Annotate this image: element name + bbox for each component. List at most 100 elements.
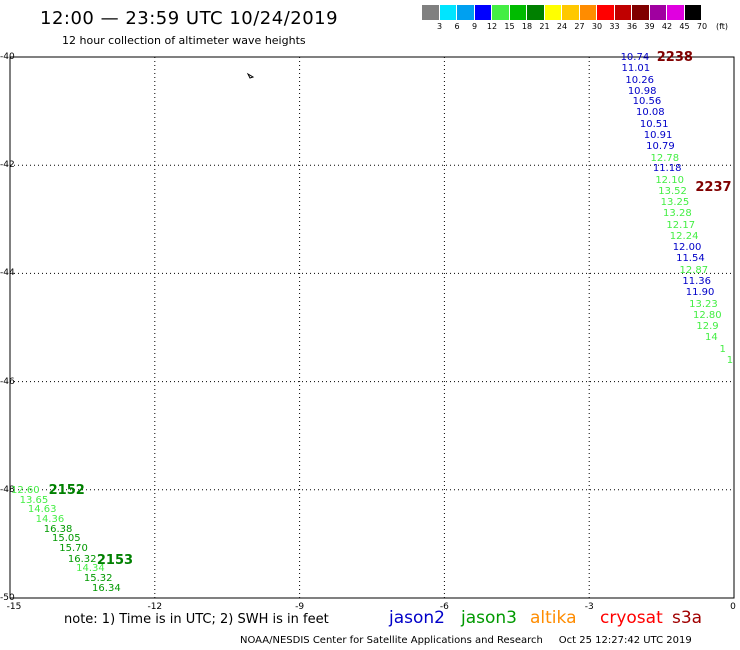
legend-label-21: 21 [539, 22, 550, 31]
wave-height-label: 12.24 [669, 231, 699, 243]
x-tick-label: -9 [295, 602, 305, 612]
footer-timestamp: Oct 25 12:27:42 UTC 2019 [558, 635, 692, 646]
legend-label-45: 45 [679, 22, 690, 31]
x-tick-label: -15 [6, 602, 22, 612]
wave-height-label: 12.9 [696, 320, 719, 332]
wave-height-label: 15.70 [59, 543, 88, 555]
wave-height-label: 10.79 [646, 141, 675, 153]
legend-swatch-30 [579, 5, 597, 20]
wave-height-label: 12.17 [666, 219, 696, 231]
y-tick-label: -46 [0, 376, 15, 387]
legend-swatch-15 [492, 5, 510, 20]
legend-swatch-36 [614, 5, 632, 20]
pass-time-label: 2153 [96, 553, 134, 569]
legend-swatch-21 [527, 5, 545, 20]
wave-height-label: 14.63 [27, 504, 57, 516]
wave-height-label: 1 [726, 354, 734, 366]
legend-label-15: 15 [504, 22, 515, 31]
legend-swatch-12 [474, 5, 492, 20]
wave-height-label: 12.87 [679, 264, 709, 276]
wave-height-label: 12.78 [650, 152, 680, 164]
y-tick-label: -50 [0, 593, 15, 603]
wave-height-label: 11.01 [621, 62, 651, 74]
wave-height-label: 13.65 [19, 494, 49, 506]
wave-height-label: 13.25 [660, 196, 690, 208]
satellite-altika: altika [530, 608, 577, 628]
y-tick-label: -48 [0, 484, 15, 495]
wave-height-label: 11.90 [685, 287, 715, 299]
satellite-jason3: jason3 [461, 608, 517, 628]
x-tick-label: -6 [439, 602, 449, 612]
legend-swatch-70 [684, 5, 702, 20]
wave-height-label: 16.32 [67, 553, 97, 565]
legend-swatch-6 [439, 5, 457, 20]
wave-height-label: 10.91 [643, 129, 673, 141]
wave-height-label: 12.10 [655, 174, 684, 186]
wave-height-label: 15.32 [83, 572, 113, 584]
wave-height-label: 10.51 [639, 119, 669, 131]
wave-height-label: 12.00 [672, 242, 702, 254]
wave-height-label: 16.38 [43, 523, 73, 535]
wave-height-label: 11.54 [676, 253, 705, 265]
wave-height-label: 10.98 [627, 85, 657, 97]
wave-height-label: 11.36 [682, 275, 711, 287]
legend-swatch-39 [632, 5, 650, 20]
grid [10, 57, 734, 598]
legend-label-33: 33 [609, 22, 620, 31]
legend-label-36: 36 [626, 22, 638, 31]
wave-height-label: 10.08 [636, 107, 665, 119]
pass-time-label: 2237 [695, 179, 732, 195]
pass-time-label: 2152 [48, 482, 85, 498]
wave-height-label: 13.23 [689, 298, 718, 310]
y-tick-label: -42 [0, 160, 15, 171]
map-plot [9, 56, 735, 599]
wave-height-label: 14.36 [35, 514, 65, 525]
legend-label-42: 42 [661, 22, 673, 31]
y-tick-label: -44 [0, 268, 15, 279]
legend-swatch-18 [509, 5, 527, 20]
wave-height-label: 11.18 [652, 163, 682, 175]
wave-height-label: 15.05 [51, 533, 81, 545]
legend-swatch-42 [649, 5, 667, 20]
page-subtitle: 12 hour collection of altimeter wave hei… [62, 34, 306, 47]
legend-label-24: 24 [556, 22, 568, 31]
map-frame [9, 56, 735, 599]
legend-label-39: 39 [644, 22, 655, 31]
wave-height-label: 10.56 [632, 96, 662, 108]
legend-swatch-3 [422, 5, 440, 20]
x-tick-label: -3 [584, 602, 594, 612]
y-tick-label: -40 [0, 52, 15, 62]
legend-label-9: 9 [471, 22, 478, 31]
wave-height-label: 10.26 [625, 74, 655, 86]
legend-swatch-33 [597, 5, 615, 20]
satellite-s3a: s3a [672, 608, 703, 628]
legend-unit: (ft) [716, 22, 729, 31]
island-outline [246, 72, 255, 79]
wave-height-label: 12.80 [692, 310, 722, 322]
x-tick-label: -12 [147, 602, 163, 612]
wave-height-label: 13.28 [663, 208, 692, 220]
legend-label-18: 18 [521, 22, 533, 31]
wave-height-label: 13.52 [658, 185, 687, 197]
wave-height-label: 12.60 [10, 484, 40, 496]
legend-swatch-24 [544, 5, 562, 20]
footer-credit: NOAA/NESDIS Center for Satellite Applica… [240, 635, 692, 646]
legend-label-6: 6 [454, 22, 460, 31]
wave-height-label: 14.34 [76, 563, 105, 575]
legend-label-30: 30 [591, 22, 603, 31]
satellite-jason2: jason2 [389, 608, 445, 628]
wave-height-label: 16.34 [92, 583, 121, 595]
page-title: 12:00 — 23:59 UTC 10/24/2019 [40, 8, 339, 29]
legend-label-12: 12 [486, 22, 498, 31]
legend-swatch-27 [562, 5, 580, 20]
wave-height-label: 10.74 [620, 52, 650, 63]
legend-label-3: 3 [436, 22, 443, 31]
footer-source: NOAA/NESDIS Center for Satellite Applica… [240, 635, 543, 646]
x-tick-label: 0 [730, 602, 736, 612]
pass-time-label: 2238 [656, 50, 693, 65]
note-text: note: 1) Time is in UTC; 2) SWH is in fe… [64, 612, 329, 627]
color-legend [422, 5, 702, 20]
legend-labels: 3 6 9 12 15 18 21 24 27 30 33 36 39 42 45 70 [422, 22, 740, 34]
legend-label-70: 70 [696, 22, 708, 31]
